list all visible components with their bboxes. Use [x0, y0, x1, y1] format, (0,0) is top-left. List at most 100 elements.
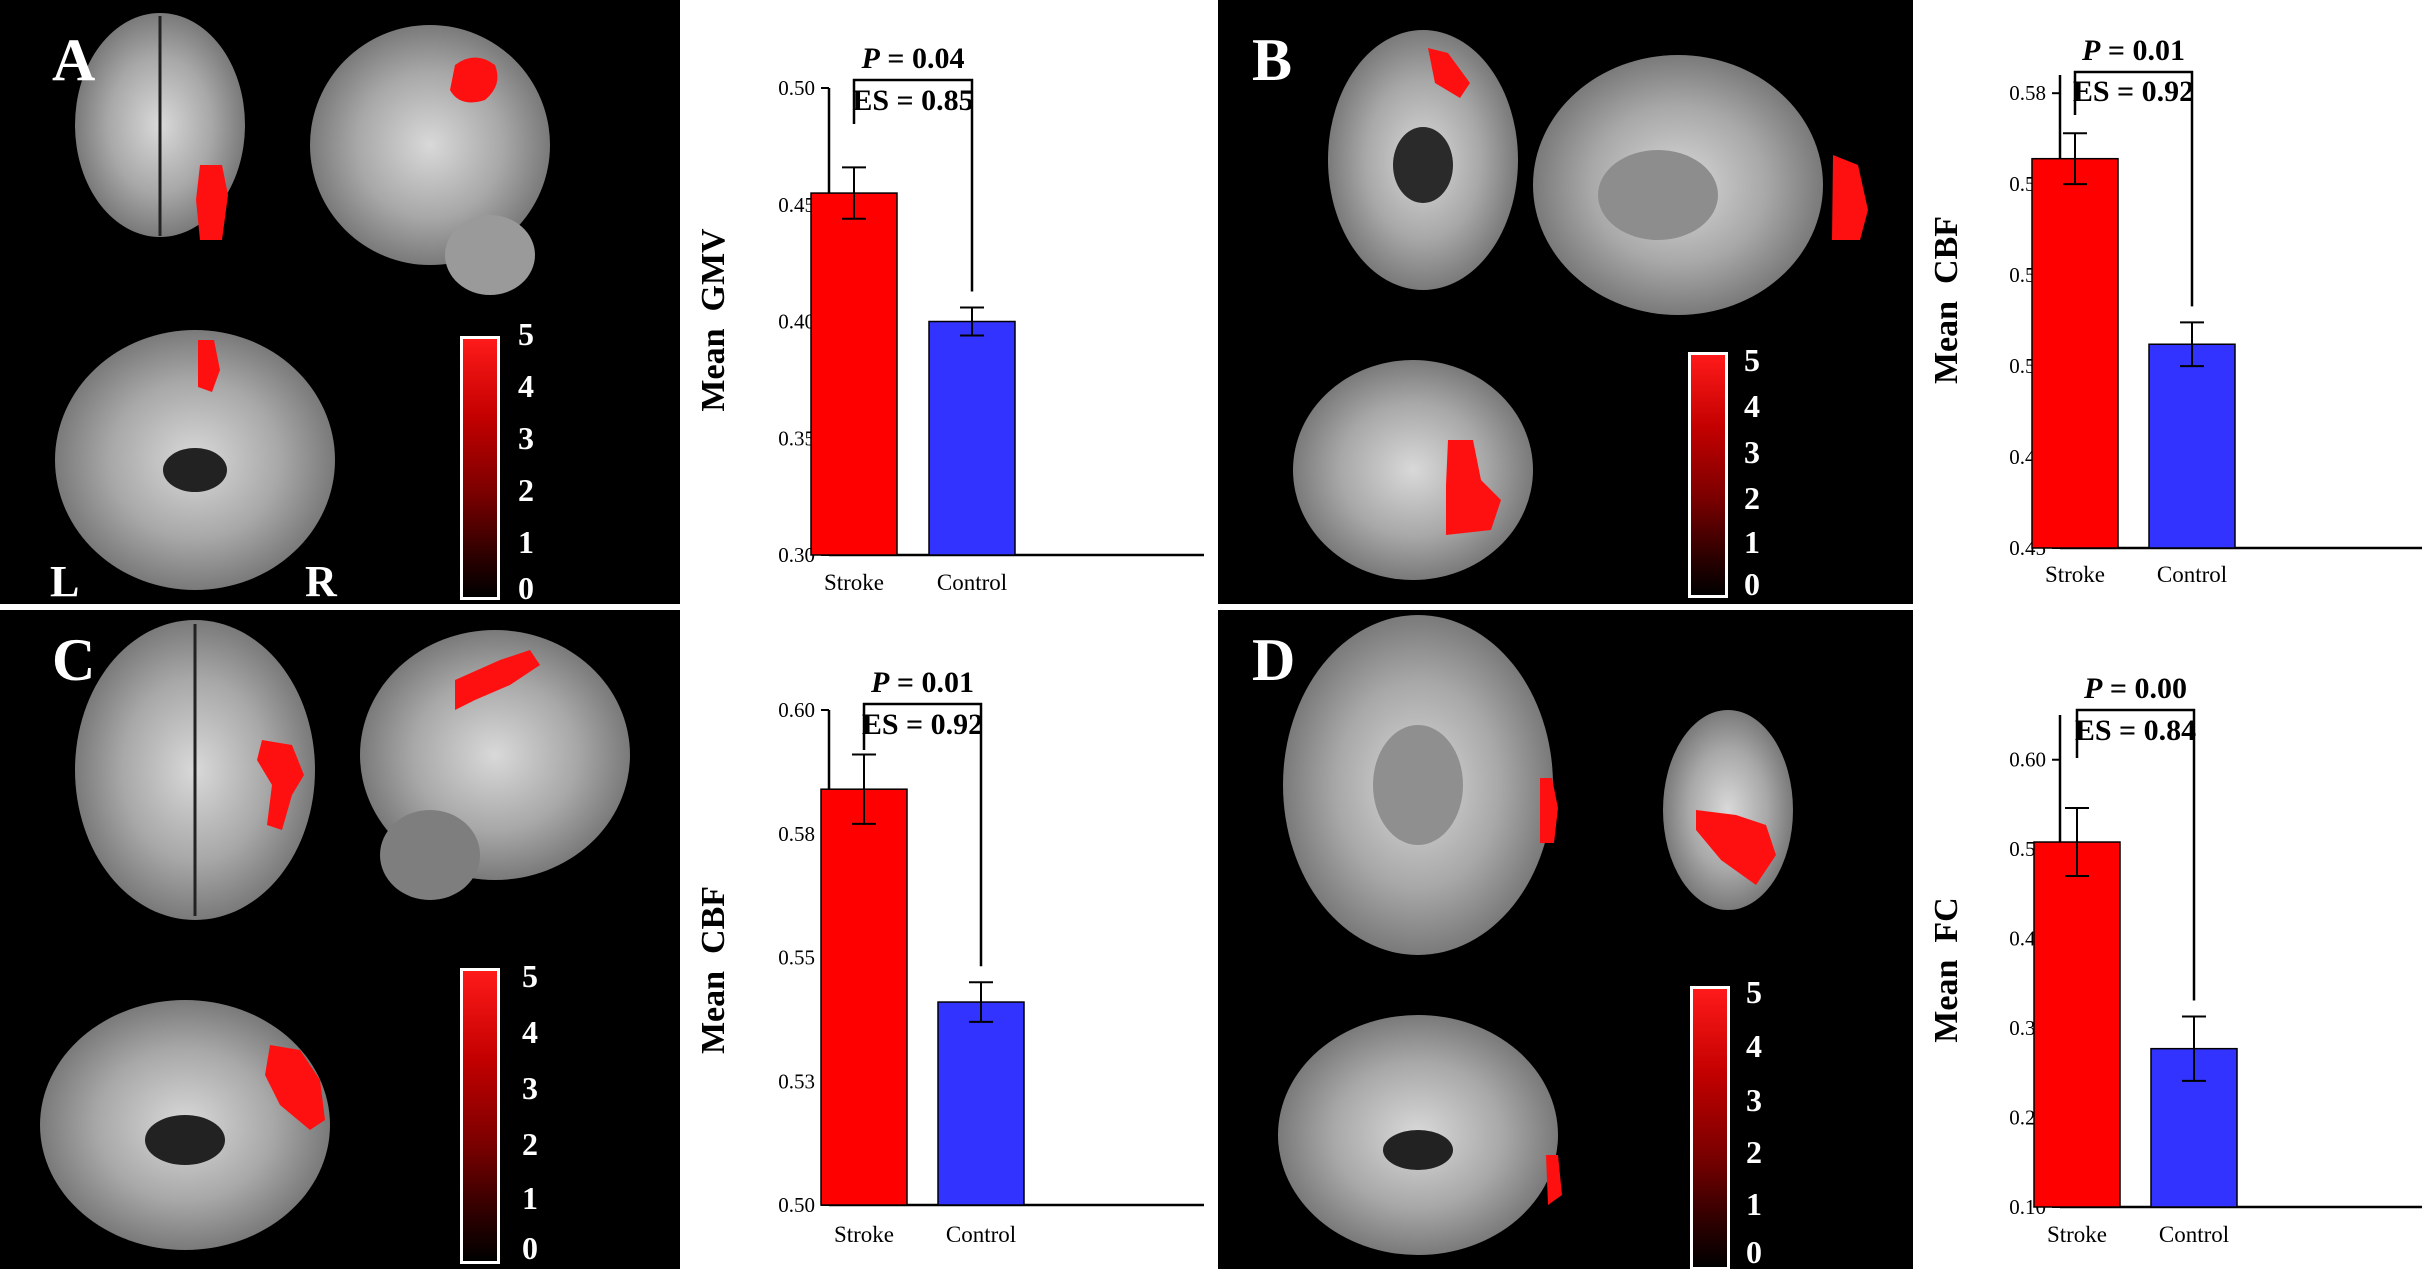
activation-cluster: [455, 650, 540, 710]
brain-panel-d: D 5 4 3 2 1 0: [1218, 610, 1913, 1269]
brain-images-a: [55, 13, 550, 590]
x-tick-label: Control: [946, 1222, 1016, 1247]
effect-size-label: ES = 0.92: [862, 708, 983, 741]
colorbar-tick: 1: [518, 524, 534, 560]
y-tick-label: 0.53: [778, 1069, 815, 1093]
y-axis-label: Mean CBF: [695, 886, 732, 1054]
panel-letter: D: [1252, 627, 1296, 693]
chart-panel-a: 0.30 0.35 0.40 0.45 0.50 Stroke Control Mean GM…: [684, 0, 1214, 604]
p-value-label: P = 0.04: [861, 42, 965, 75]
y-axis-label: Mean FC: [1928, 897, 1965, 1042]
colorbar-tick: 5: [518, 316, 534, 352]
colorbar-tick: 3: [1746, 1082, 1762, 1118]
effect-size-label: ES = 0.84: [2075, 714, 2196, 747]
brain-images-d: [1278, 615, 1793, 1255]
colorbar-tick: 2: [522, 1126, 538, 1162]
panel-letter: A: [52, 27, 96, 93]
x-tick-label: Stroke: [824, 570, 884, 595]
colorbar-tick: 0: [1744, 566, 1760, 602]
x-tick-label: Control: [2157, 562, 2227, 587]
sagittal-slice: [1663, 710, 1793, 910]
colorbar-tick: 5: [1744, 342, 1760, 378]
activation-cluster: [1446, 440, 1501, 535]
brain-panel-c: C 5 4 3 2 1 0: [0, 610, 680, 1269]
colorbar-tick: 0: [522, 1230, 538, 1266]
colorbar-tick: 4: [518, 368, 534, 404]
activation-cluster: [265, 1045, 325, 1130]
panel-letter: B: [1252, 27, 1293, 93]
bar-stroke: [2033, 841, 2121, 1208]
brain-images-b: [1293, 30, 1868, 580]
colorbar-tick: 0: [1746, 1234, 1762, 1269]
significance-bracket: [852, 78, 974, 292]
y-tick-label: 0.58: [778, 822, 815, 846]
colorbar-tick: 4: [1744, 388, 1760, 424]
colorbar-tick: 0: [518, 570, 534, 604]
activation-cluster: [1546, 1155, 1562, 1205]
y-tick-label: 0.50: [778, 1193, 815, 1217]
colorbar-tick: 4: [522, 1014, 538, 1050]
chart-panel-d: 0.10 0.20 0.30 0.40 0.50 0.60 Stroke Control Mea…: [1917, 610, 2432, 1269]
bar-control: [928, 320, 1016, 556]
activation-cluster: [450, 57, 498, 103]
bar-chart-c: 0.50 0.53 0.55 0.58 0.60 Stroke Control Mean CB…: [695, 666, 1204, 1247]
activation-cluster: [1540, 778, 1558, 843]
colorbar-tick: 3: [518, 420, 534, 456]
x-tick-label: Control: [937, 570, 1007, 595]
activation-cluster: [198, 340, 220, 392]
significance-bracket: [862, 702, 983, 967]
x-tick-label: Control: [2159, 1222, 2229, 1247]
x-tick-label: Stroke: [834, 1222, 894, 1247]
colorbar-tick: 1: [1746, 1186, 1762, 1222]
p-value-label: P = 0.01: [870, 666, 974, 699]
brain-panel-b: B 5 4 3 2 1 0: [1218, 0, 1913, 604]
y-tick-label: 0.60: [2009, 748, 2046, 772]
panel-letter: C: [52, 627, 96, 693]
p-value-label: P = 0.01: [2081, 34, 2185, 67]
colorbar-tick: 2: [1746, 1134, 1762, 1170]
brain-panel-a: A L R 5 4 3 2 1 0: [0, 0, 680, 604]
bar-control: [2148, 343, 2236, 549]
y-axis-label: Mean CBF: [1928, 216, 1965, 384]
bar-stroke: [2031, 157, 2119, 549]
effect-size-label: ES = 0.85: [852, 84, 973, 117]
y-tick-label: 0.45: [778, 193, 815, 217]
colorbar-tick: 5: [522, 958, 538, 994]
chart-panel-b: 0.45 0.48 0.50 0.53 0.55 0.58 Stroke Control Mea…: [1917, 0, 2432, 604]
y-axis-label: Mean GMV: [695, 228, 732, 412]
bar-stroke: [810, 192, 898, 556]
bar-control: [937, 1001, 1025, 1206]
bar-stroke: [820, 788, 908, 1206]
left-marker: L: [50, 557, 80, 604]
colorbar-tick: 3: [1744, 434, 1760, 470]
y-tick-label: 0.60: [778, 698, 815, 722]
colorbar-tick: 4: [1746, 1028, 1762, 1064]
colorbar-tick: 5: [1746, 974, 1762, 1010]
y-tick-label: 0.55: [778, 946, 815, 970]
brain-images-c: [40, 620, 630, 1250]
p-value-label: P = 0.00: [2083, 672, 2187, 705]
right-marker: R: [305, 557, 337, 604]
chart-panel-c: 0.50 0.53 0.55 0.58 0.60 Stroke Control Mean CB…: [684, 610, 1214, 1269]
colorbar-tick: 2: [518, 472, 534, 508]
x-tick-label: Stroke: [2047, 1222, 2107, 1247]
activation-cluster: [1696, 810, 1776, 885]
activation-cluster: [1832, 155, 1868, 240]
colorbar: [460, 336, 500, 600]
y-tick-label: 0.35: [778, 426, 815, 450]
colorbar-tick: 2: [1744, 480, 1760, 516]
colorbar: [460, 968, 500, 1264]
y-tick-label: 0.40: [778, 310, 815, 334]
significance-bracket: [2073, 70, 2194, 307]
axial-slice-lower: [1293, 360, 1533, 580]
activation-cluster: [1428, 48, 1470, 98]
colorbar: [1688, 352, 1728, 598]
activation-cluster: [196, 165, 228, 240]
y-tick-label: 0.58: [2009, 81, 2046, 105]
colorbar-tick: 1: [522, 1180, 538, 1216]
colorbar: [1690, 986, 1730, 1269]
bar-chart-a: 0.30 0.35 0.40 0.45 0.50 Stroke Control Mean GM…: [695, 42, 1204, 595]
colorbar-tick: 3: [522, 1070, 538, 1106]
